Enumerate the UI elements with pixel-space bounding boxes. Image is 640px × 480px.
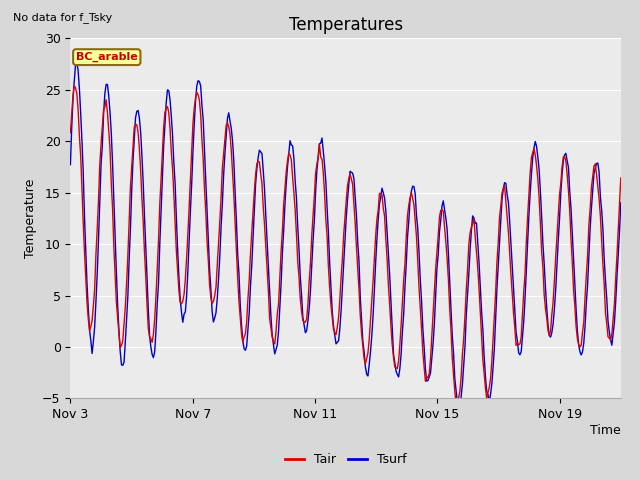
Tair (70, 83, 78, 89)
Tsurf (455, 408, 463, 414)
Tsurf (73, 60, 81, 66)
Tsurf (617, 200, 625, 205)
Tsurf (493, 286, 500, 292)
Tair (387, 324, 395, 329)
X-axis label: Time: Time (590, 424, 621, 437)
Tair (450, 372, 458, 378)
Tair (493, 259, 500, 265)
Tsurf (450, 350, 458, 356)
Text: No data for f_Tsky: No data for f_Tsky (13, 12, 112, 23)
Text: BC_arable: BC_arable (76, 52, 138, 62)
Tair (110, 243, 118, 249)
Line: Tsurf: Tsurf (70, 63, 621, 411)
Legend: Tair, Tsurf: Tair, Tsurf (280, 448, 412, 471)
Tsurf (387, 299, 395, 304)
Tair (504, 229, 512, 235)
Tair (573, 336, 581, 342)
Tair (452, 401, 460, 407)
Tsurf (67, 162, 74, 168)
Tsurf (573, 328, 581, 334)
Y-axis label: Temperature: Temperature (24, 179, 36, 258)
Tair (67, 130, 74, 136)
Tsurf (504, 200, 512, 205)
Title: Temperatures: Temperatures (289, 16, 403, 34)
Tsurf (110, 197, 118, 203)
Line: Tair: Tair (70, 86, 621, 404)
Tair (617, 175, 625, 181)
